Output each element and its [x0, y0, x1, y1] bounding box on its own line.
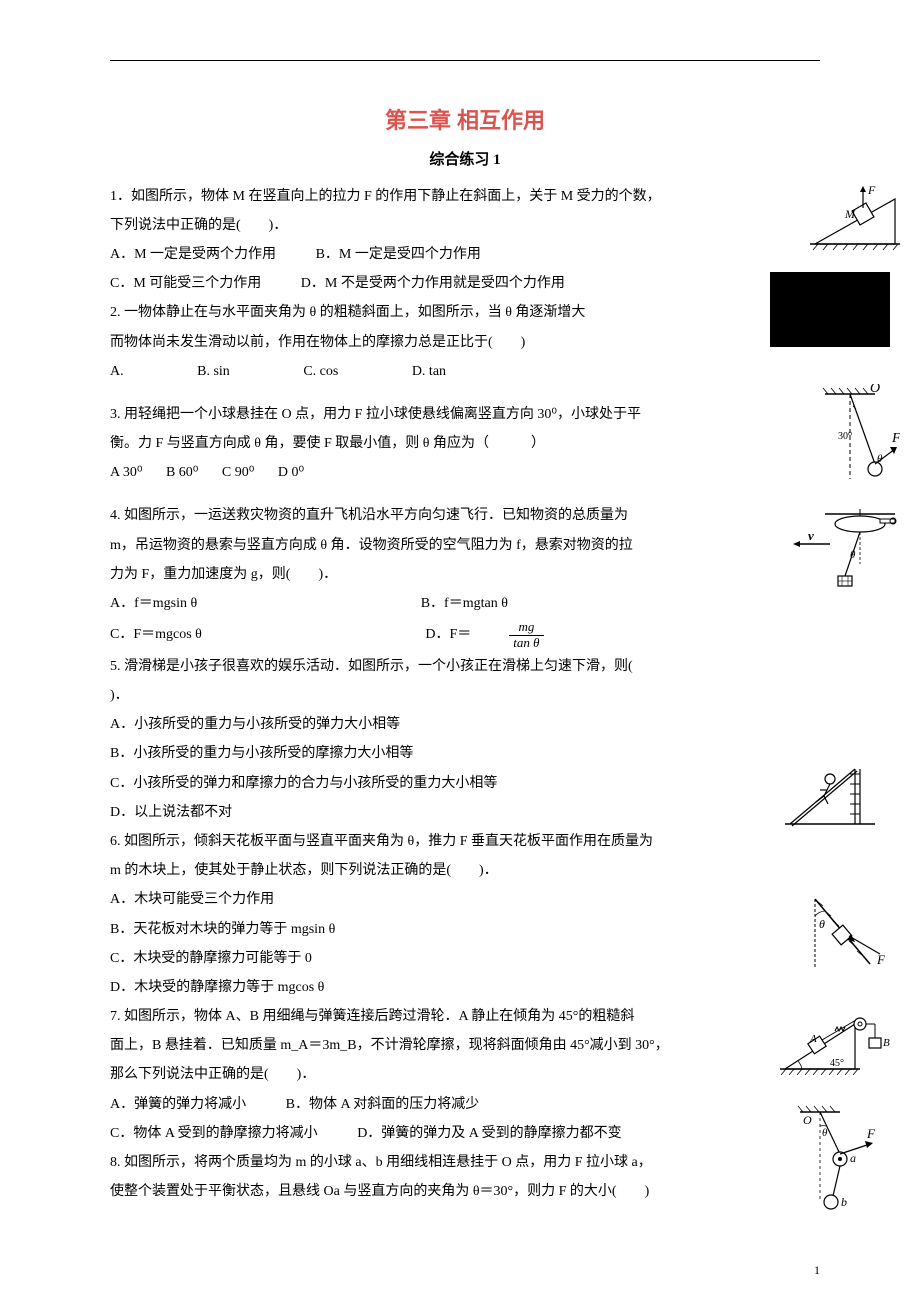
- fig-q8-O: O: [803, 1113, 812, 1127]
- q7-optB: B．物体 A 对斜面的压力将减少: [286, 1092, 480, 1117]
- q1-line1: 1．如图所示，物体 M 在竖直向上的拉力 F 的作用下静止在斜面上，关于 M 受…: [110, 184, 820, 209]
- fig-q7-angle: 45°: [830, 1058, 844, 1069]
- q4-line3: 力为 F，重力加速度为 g，则( )．: [110, 562, 820, 587]
- fig-q3-O: O: [870, 384, 880, 396]
- fig-q8-a: a: [850, 1151, 856, 1165]
- q4-line1: 4. 如图所示，一运送救灾物资的直升飞机沿水平方向匀速飞行．已知物资的总质量为: [110, 503, 820, 528]
- figure-q1: F M: [810, 184, 900, 254]
- q4-optB: B．f＝mgtan θ: [421, 591, 508, 616]
- top-rule: [110, 60, 820, 61]
- q4-frac-num: mg: [509, 620, 543, 635]
- q2-line1: 2. 一物体静止在与水平面夹角为 θ 的粗糙斜面上，如图所示，当 θ 角逐渐增大: [110, 300, 820, 325]
- q6-optB: B．天花板对木块的弹力等于 mgsin θ: [110, 917, 820, 942]
- fig-q1-M: M: [844, 207, 856, 221]
- subtitle: 综合练习 1: [110, 147, 820, 174]
- q4-frac: mgtan θ: [509, 620, 579, 650]
- q5-optB: B．小孩所受的重力与小孩所受的摩擦力大小相等: [110, 741, 820, 766]
- spacer: [110, 388, 820, 402]
- q2-optD: D. tan: [412, 359, 446, 384]
- q1-optB: B．M 一定是受四个力作用: [316, 242, 481, 267]
- q7-line3: 那么下列说法中正确的是( )．: [110, 1062, 820, 1087]
- q5-line1: 5. 滑滑梯是小孩子很喜欢的娱乐活动．如图所示，一个小孩正在滑梯上匀速下滑，则(: [110, 654, 820, 679]
- spacer: [110, 489, 820, 503]
- q5-line2: )．: [110, 683, 820, 708]
- q7-line2: 面上，B 悬挂着．已知质量 m_A＝3m_B，不计滑轮摩擦，现将斜面倾角由 45…: [110, 1033, 820, 1058]
- q2-optB: B. sin: [197, 359, 230, 384]
- q2-opts: A. B. sin C. cos D. tan: [110, 359, 820, 384]
- q3-line2: 衡。力 F 与竖直方向成 θ 角，要使 F 取最小值，则 θ 角应为（ ）: [110, 431, 820, 456]
- q4-optA: A．f＝mgsin θ: [110, 591, 197, 616]
- figure-q2: [770, 272, 890, 347]
- q6-line2: m 的木块上，使其处于静止状态，则下列说法正确的是( )．: [110, 858, 820, 883]
- page-number: 1: [814, 1260, 820, 1282]
- figure-q8: O a F b θ: [795, 1104, 880, 1214]
- fig-q4-theta: θ: [850, 549, 856, 561]
- q2-line2: 而物体尚未发生滑动以前，作用在物体上的摩擦力总是正比于( ): [110, 330, 820, 355]
- q1-optA: A．M 一定是受两个力作用: [110, 242, 276, 267]
- figure-q4: v θ: [790, 504, 900, 594]
- fig-q7-B: B: [883, 1037, 890, 1049]
- q4-frac-den: tan θ: [509, 636, 543, 650]
- q1-optC: C．M 可能受三个力作用: [110, 271, 261, 296]
- q3-optB: B 60⁰: [166, 460, 198, 485]
- q5-optC: C．小孩所受的弹力和摩擦力的合力与小孩所受的重力大小相等: [110, 771, 820, 796]
- q1-line2: 下列说法中正确的是( )．: [110, 213, 820, 238]
- q5-optA: A．小孩所受的重力与小孩所受的弹力大小相等: [110, 712, 820, 737]
- q1-optD: D．M 不是受两个力作用就是受四个力作用: [301, 271, 565, 296]
- figure-q3: O F 30⁰ θ: [820, 384, 900, 494]
- fig-q8-theta: θ: [822, 1127, 828, 1139]
- q4-optD: D．F＝ mgtan θ: [425, 620, 615, 650]
- chapter-title: 第三章 相互作用: [110, 101, 820, 141]
- q3-line1: 3. 用轻绳把一个小球悬挂在 O 点，用力 F 拉小球使悬线偏离竖直方向 30⁰…: [110, 402, 820, 427]
- fig-q8-b: b: [841, 1195, 847, 1209]
- q7-optD: D．弹簧的弹力及 A 受到的静摩擦力都不变: [357, 1121, 621, 1146]
- q4-optC: C．F＝mgcos θ: [110, 622, 202, 647]
- figure-q7: A B 45°: [780, 1014, 890, 1079]
- q7-opts-2: C．物体 A 受到的静摩擦力将减小 D．弹簧的弹力及 A 受到的静摩擦力都不变: [110, 1121, 820, 1146]
- fig-q3-angle: 30⁰: [838, 431, 852, 442]
- q7-line1: 7. 如图所示，物体 A、B 用细绳与弹簧连接后跨过滑轮．A 静止在倾角为 45…: [110, 1004, 820, 1029]
- q4-optD-prefix: D．F＝: [425, 622, 471, 647]
- q4-opts-1: A．f＝mgsin θ B．f＝mgtan θ: [110, 591, 820, 616]
- q1-opts-2: C．M 可能受三个力作用 D．M 不是受两个力作用就是受四个力作用: [110, 271, 820, 296]
- fig-q8-F: F: [866, 1126, 876, 1141]
- fig-q4-v: v: [808, 528, 814, 543]
- q3-optD: D 0⁰: [278, 460, 304, 485]
- page: 第三章 相互作用 综合练习 1 F M: [0, 0, 920, 1302]
- q3-optC: C 90⁰: [222, 460, 254, 485]
- fig-q1-F: F: [867, 184, 876, 197]
- q6-optC: C．木块受的静摩擦力可能等于 0: [110, 946, 820, 971]
- q7-optC: C．物体 A 受到的静摩擦力将减小: [110, 1121, 318, 1146]
- figure-q5: [780, 754, 880, 834]
- fig-q3-theta: θ: [877, 453, 883, 465]
- q1-opts-1: A．M 一定是受两个力作用 B．M 一定是受四个力作用: [110, 242, 820, 267]
- figure-q6: F θ: [805, 894, 890, 974]
- q8-line2: 使整个装置处于平衡状态，且悬线 Oa 与竖直方向的夹角为 θ＝30°，则力 F …: [110, 1179, 820, 1204]
- q5-optD: D．以上说法都不对: [110, 800, 820, 825]
- q8-line1: 8. 如图所示，将两个质量均为 m 的小球 a、b 用细线相连悬挂于 O 点，用…: [110, 1150, 820, 1175]
- fig-q7-A: A: [809, 1033, 817, 1045]
- fig-q6-theta: θ: [819, 917, 825, 931]
- q7-opts-1: A．弹簧的弹力将减小 B．物体 A 对斜面的压力将减少: [110, 1092, 820, 1117]
- q2-optA: A.: [110, 359, 124, 384]
- q2-optC: C. cos: [303, 359, 338, 384]
- q4-line2: m，吊运物资的悬索与竖直方向成 θ 角．设物资所受的空气阻力为 f，悬索对物资的…: [110, 533, 820, 558]
- q4-opts-2: C．F＝mgcos θ D．F＝ mgtan θ: [110, 620, 820, 650]
- q3-opts: A 30⁰ B 60⁰ C 90⁰ D 0⁰: [110, 460, 820, 485]
- fig-q3-F: F: [891, 431, 900, 446]
- fig-q6-F: F: [876, 952, 886, 967]
- q3-optA: A 30⁰: [110, 460, 142, 485]
- content-area: F M O F 30⁰ θ: [110, 184, 820, 1205]
- q6-optA: A．木块可能受三个力作用: [110, 887, 820, 912]
- q6-line1: 6. 如图所示，倾斜天花板平面与竖直平面夹角为 θ，推力 F 垂直天花板平面作用…: [110, 829, 820, 854]
- q6-optD: D．木块受的静摩擦力等于 mgcos θ: [110, 975, 820, 1000]
- q7-optA: A．弹簧的弹力将减小: [110, 1092, 246, 1117]
